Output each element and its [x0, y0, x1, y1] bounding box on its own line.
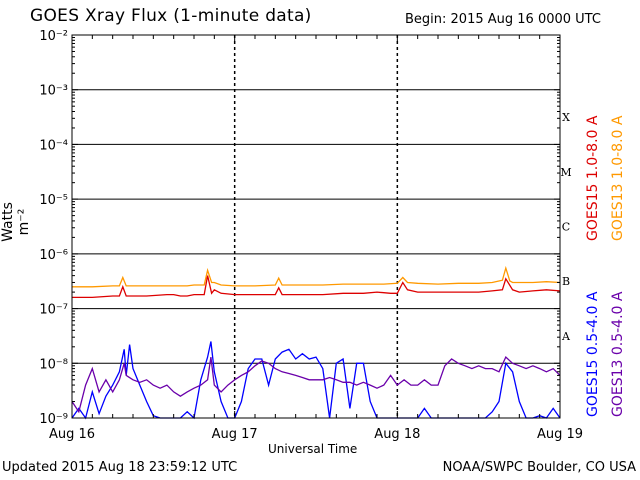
flare-class-label: A: [561, 330, 571, 343]
legend-goes13-short: GOES13 0.5-4.0 A: [610, 291, 626, 417]
y-axis-label: Watts m⁻²: [0, 202, 32, 242]
legend-goes15-long: GOES15 1.0-8.0 A: [585, 115, 601, 241]
credit-label: NOAA/SWPC Boulder, CO USA: [442, 460, 636, 475]
series-line-goes15-long: [72, 275, 561, 299]
flare-class-label: C: [562, 221, 570, 234]
chart-title: GOES Xray Flux (1-minute data): [30, 6, 312, 26]
flare-class-label: X: [562, 111, 570, 124]
x-axis-label: Universal Time: [268, 442, 358, 456]
y-tick-label: 10⁻⁹: [39, 412, 68, 427]
flare-class-label: B: [562, 275, 570, 288]
x-tick-label: Aug 18: [374, 427, 420, 442]
begin-time-label: Begin: 2015 Aug 16 0000 UTC: [405, 12, 601, 27]
updated-timestamp: Updated 2015 Aug 18 23:59:12 UTC: [2, 460, 238, 475]
x-tick-label: Aug 17: [212, 427, 258, 442]
x-tick-label: Aug 16: [49, 427, 95, 442]
series-line-goes13-short: [71, 356, 561, 414]
plot-frame: [71, 34, 561, 419]
y-tick-label: 10⁻²: [39, 29, 68, 44]
y-tick-label: 10⁻⁴: [39, 138, 68, 153]
y-tick-label: 10⁻⁷: [39, 303, 68, 318]
legend-goes15-short: GOES15 0.5-4.0 A: [585, 291, 601, 417]
y-tick-label: 10⁻⁵: [39, 193, 68, 208]
y-tick-label: 10⁻⁸: [39, 357, 68, 372]
y-tick-label: 10⁻³: [39, 84, 68, 99]
y-tick-label: 10⁻⁶: [39, 248, 68, 263]
legend-goes13-long: GOES13 1.0-8.0 A: [610, 115, 626, 241]
flare-class-label: M: [560, 166, 571, 179]
x-tick-label: Aug 19: [537, 427, 583, 442]
series-line-goes13-long: [72, 265, 561, 288]
